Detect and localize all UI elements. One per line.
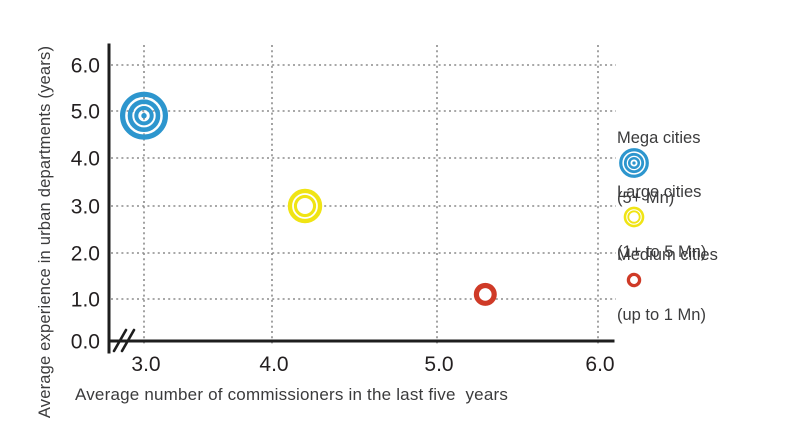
x-axis-title: Average number of commissioners in the l… <box>75 385 509 404</box>
legend-series-name: Mega cities <box>617 129 701 147</box>
legend-series-range: (5+ Mn) <box>617 189 675 207</box>
y-tick-label: 3.0 <box>71 196 100 219</box>
y-tick-label: 0.0 <box>71 331 100 354</box>
legend-item-mega-cities: Mega cities (5+ Mn) <box>617 129 700 207</box>
legend-label: Mega cities (5+ Mn) <box>617 88 700 248</box>
legend-series-name: Large cities <box>617 183 702 201</box>
tick-labels: 0.0 1.0 2.0 3.0 4.0 5.0 6.0 3.0 4.0 5.0 6.0 <box>71 55 615 377</box>
y-tick-label: 4.0 <box>71 148 100 171</box>
y-tick-label: 1.0 <box>71 289 100 312</box>
y-tick-label: 6.0 <box>71 55 100 78</box>
y-tick-label: 5.0 <box>71 101 100 124</box>
x-tick-label: 4.0 <box>259 353 288 376</box>
y-axis-title: Average experience in urban departments … <box>36 45 54 419</box>
gridlines <box>111 45 616 346</box>
legend-label: Large cities (1+ to 5 Mn) <box>617 142 706 302</box>
legend-item-medium-cities: Medium cities (up to 1 Mn) <box>617 246 718 324</box>
legend-label: Medium cities (up to 1 Mn) <box>617 205 718 365</box>
legend-series-range: (1+ to 5 Mn) <box>617 243 707 261</box>
legend-item-large-cities: Large cities (1+ to 5 Mn) <box>617 183 706 261</box>
x-tick-label: 3.0 <box>131 353 160 376</box>
legend-series-range: (up to 1 Mn) <box>617 306 706 324</box>
large-cities-ring-icon <box>623 206 645 228</box>
axes <box>107 43 615 354</box>
x-tick-label: 6.0 <box>585 353 614 376</box>
data-points <box>120 91 497 306</box>
x-tick-label: 5.0 <box>424 353 453 376</box>
x-axis-break-icon <box>112 328 136 353</box>
data-point-large-cities <box>287 188 323 224</box>
legend-series-name: Medium cities <box>617 246 718 264</box>
data-point-mega-cities <box>120 91 168 140</box>
mega-cities-bullseye-icon <box>619 148 649 178</box>
legend: Mega cities (5+ Mn) Large cities (1+ to … <box>617 0 800 440</box>
medium-cities-ring-icon <box>626 272 642 288</box>
y-tick-label: 2.0 <box>71 243 100 266</box>
data-point-medium-cities <box>473 282 497 306</box>
